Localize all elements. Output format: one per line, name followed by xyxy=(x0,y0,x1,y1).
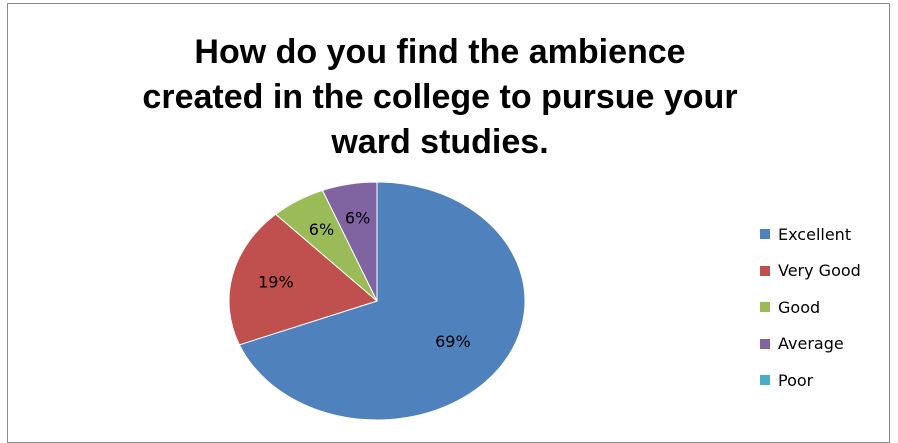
legend-swatch-poor xyxy=(760,375,770,386)
data-label-average: 6% xyxy=(345,209,370,228)
legend-label-poor: Poor xyxy=(778,370,814,390)
legend-label-good: Good xyxy=(778,297,821,317)
legend-item-poor: Poor xyxy=(760,362,861,399)
chart-title-line-3: ward studies. xyxy=(331,123,549,161)
legend-item-good: Good xyxy=(760,289,861,326)
legend-swatch-average xyxy=(760,338,770,349)
pie-slice-very-good xyxy=(228,213,379,346)
legend-swatch-excellent xyxy=(760,229,770,240)
legend-item-very-good: Very Good xyxy=(760,253,861,290)
data-label-very-good: 19% xyxy=(258,272,294,291)
pie-slice-excellent xyxy=(238,181,526,421)
chart-legend: Excellent Very Good Good Average Poor xyxy=(760,216,861,399)
legend-label-excellent: Excellent xyxy=(778,224,852,244)
pie-slice-average xyxy=(321,181,378,302)
chart-title: How do you find the ambience created in … xyxy=(100,30,780,165)
chart-title-line-2: created in the college to pursue your xyxy=(142,78,738,116)
legend-label-average: Average xyxy=(778,334,844,354)
data-label-good: 6% xyxy=(309,220,334,239)
legend-item-average: Average xyxy=(760,326,861,363)
legend-swatch-very-good xyxy=(760,265,770,276)
chart-title-line-1: How do you find the ambience xyxy=(194,33,686,71)
legend-label-very-good: Very Good xyxy=(778,261,861,281)
legend-swatch-good xyxy=(760,302,770,313)
data-label-excellent: 69% xyxy=(435,332,471,351)
legend-item-excellent: Excellent xyxy=(760,216,861,253)
